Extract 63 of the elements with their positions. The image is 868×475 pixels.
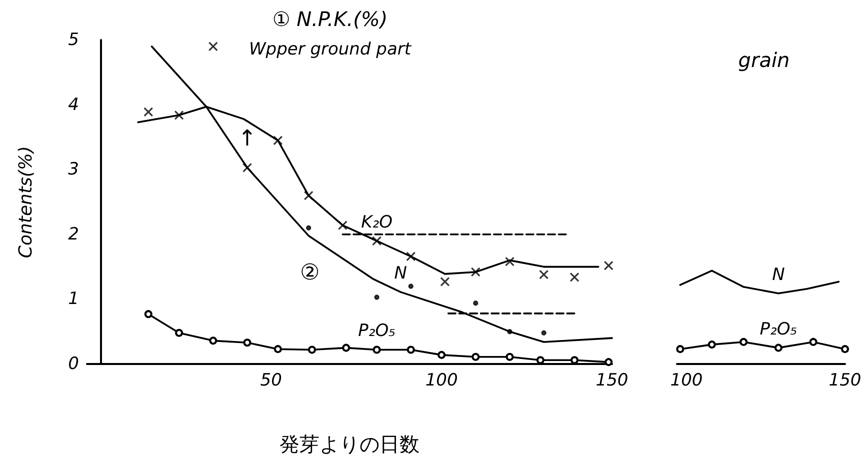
point xyxy=(570,272,580,282)
point xyxy=(338,220,348,230)
point xyxy=(440,276,450,287)
point xyxy=(175,328,184,337)
point xyxy=(676,345,684,354)
point xyxy=(374,294,380,300)
point xyxy=(740,338,748,346)
y-tick-label: 1 xyxy=(68,289,79,310)
point xyxy=(209,336,218,345)
point xyxy=(273,136,283,146)
point xyxy=(406,346,415,354)
point xyxy=(774,344,782,352)
point xyxy=(144,310,152,318)
point xyxy=(243,338,252,347)
point xyxy=(470,267,480,277)
point xyxy=(604,260,614,270)
x-tick-label: 150 xyxy=(828,370,862,390)
x-tick-label: 50 xyxy=(260,370,282,390)
y-axis-title: Contents(%) xyxy=(16,146,36,258)
point xyxy=(708,340,716,349)
x-tick-label: 150 xyxy=(596,370,628,390)
y-tick-label: 3 xyxy=(68,160,79,180)
point xyxy=(504,256,515,266)
y-tick-label: 5 xyxy=(68,30,79,50)
chart-subtitle: Wpper ground part xyxy=(248,40,412,60)
series-label: N xyxy=(394,264,408,284)
annotation: ② xyxy=(300,260,320,286)
x-axis-title: 発芽よりの日数 xyxy=(280,432,420,456)
point xyxy=(372,236,382,246)
point xyxy=(539,270,549,280)
series-label: N xyxy=(772,264,786,285)
point xyxy=(473,300,478,306)
series-label: K₂O xyxy=(361,212,392,232)
point xyxy=(507,329,512,334)
x-tick-label: 100 xyxy=(670,370,703,390)
point xyxy=(308,346,316,354)
point xyxy=(541,330,546,336)
chart-title: ① N.P.K.(%) xyxy=(272,7,388,31)
y-tick-label: 0 xyxy=(68,354,79,374)
point xyxy=(144,107,154,117)
point xyxy=(472,352,480,361)
y-tick-label: 4 xyxy=(68,94,79,115)
point xyxy=(809,338,818,346)
chart-title: grain xyxy=(738,48,790,72)
point xyxy=(242,162,252,172)
series-label: P₂O₅ xyxy=(760,319,798,340)
point xyxy=(506,352,514,361)
point xyxy=(372,346,381,354)
point xyxy=(304,190,314,200)
y-tick-label: 2 xyxy=(68,224,79,244)
annotation: ↑ xyxy=(238,126,256,152)
point xyxy=(274,345,282,354)
point xyxy=(604,358,613,366)
point xyxy=(438,350,446,359)
point xyxy=(841,345,849,354)
point xyxy=(406,252,416,262)
point xyxy=(306,225,312,231)
series-label: P₂O₅ xyxy=(358,321,396,342)
point xyxy=(342,344,350,352)
x-tick-label: 100 xyxy=(425,370,458,390)
point xyxy=(174,110,184,120)
point xyxy=(408,284,414,289)
point xyxy=(208,42,218,52)
